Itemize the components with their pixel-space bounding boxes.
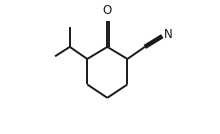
- Text: O: O: [103, 4, 112, 17]
- Text: N: N: [164, 28, 173, 41]
